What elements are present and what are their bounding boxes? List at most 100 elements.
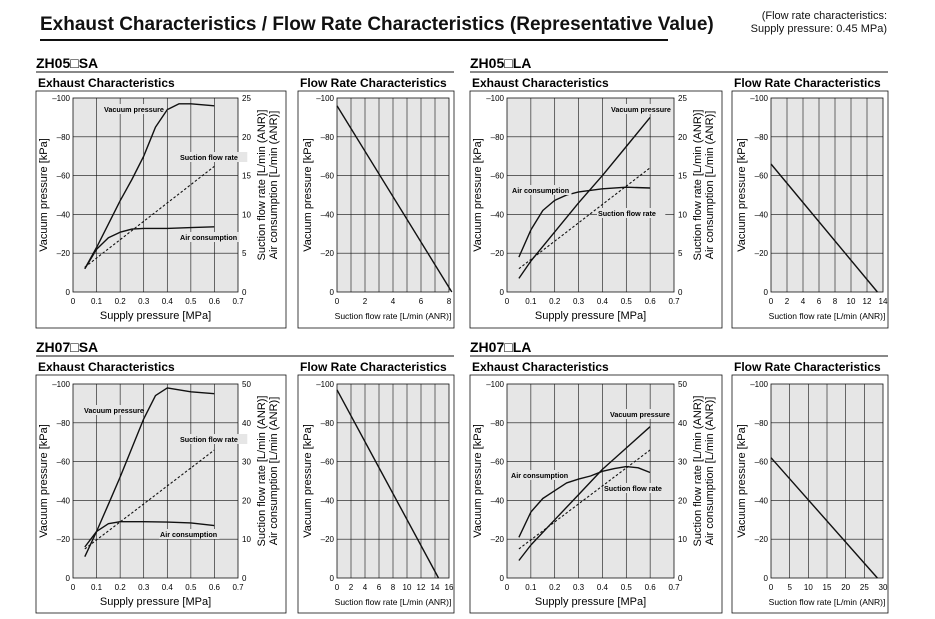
series-line-air-consumption — [84, 449, 215, 550]
y-tick-label: 0 — [66, 574, 71, 583]
y2-axis-label: Suction flow rate [L/min (ANR)] — [692, 396, 704, 547]
y2-tick-label: 25 — [242, 94, 251, 103]
x-tick-label: 10 — [804, 583, 813, 592]
series-line-suction-flow-rate — [84, 226, 215, 270]
y2-tick-label: 40 — [678, 419, 687, 428]
x-axis-label: Supply pressure [MPa] — [100, 596, 211, 608]
y-tick-label: –60 — [57, 172, 71, 181]
x-tick-label: 25 — [860, 583, 869, 592]
x-tick-label: 6 — [419, 297, 424, 306]
x-axis-label: Supply pressure [MPa] — [535, 310, 646, 322]
y2-axis-label: Air consumption [L/min (ANR)] — [704, 397, 716, 546]
x-tick-label: 0.3 — [573, 583, 585, 592]
x-tick-label: 8 — [833, 297, 838, 306]
model-label-zh05la: ZH05□LA — [470, 55, 531, 71]
series-line-vacuum-pressure — [84, 103, 215, 270]
x-tick-label: 0.6 — [645, 297, 657, 306]
y2-axis-label: Air consumption [L/min (ANR)] — [268, 111, 280, 260]
flow-frame-zh07sa — [297, 374, 455, 614]
x-tick-label: 0.5 — [185, 297, 197, 306]
series-line-air-consumption — [518, 167, 651, 270]
y2-tick-label: 15 — [678, 172, 687, 181]
series-label: Vacuum pressure — [104, 105, 164, 114]
series-label-bg — [159, 529, 220, 539]
y-tick-label: –80 — [321, 133, 335, 142]
series-label-bg — [103, 104, 164, 114]
series-label: Suction flow rate — [598, 209, 656, 218]
flow-rate-note: (Flow rate characteristics: Supply press… — [751, 10, 887, 36]
x-tick-label: 8 — [447, 297, 452, 306]
x-tick-label: 10 — [403, 583, 412, 592]
series-label-bg — [179, 434, 248, 444]
x-tick-label: 0.5 — [621, 297, 633, 306]
x-tick-label: 0.1 — [91, 297, 103, 306]
y2-axis-label: Suction flow rate [L/min (ANR)] — [692, 110, 704, 261]
y-tick-label: –40 — [57, 496, 71, 505]
y2-tick-label: 0 — [678, 288, 683, 297]
y2-tick-label: 0 — [242, 288, 247, 297]
chart-zh05la-flow: 0 2 4 6 8 10 12 14 0 –20 –40 –60 –80 –100 Suction flow… — [736, 94, 888, 321]
x-tick-label: 4 — [801, 297, 806, 306]
x-tick-label: 0 — [335, 297, 340, 306]
x-tick-label: 0.2 — [549, 583, 561, 592]
chart-zh07la-exhaust: 0 0.1 0.2 0.3 0.4 0.5 0.6 0.70–20–40–60–80–1000… — [472, 380, 716, 608]
y2-tick-label: 0 — [678, 574, 683, 583]
y-tick-label: –80 — [491, 133, 505, 142]
exhaust-frame-zh05sa — [35, 90, 287, 329]
y2-tick-label: 10 — [678, 210, 687, 219]
x-tick-label: 0.3 — [138, 297, 150, 306]
y-tick-label: –100 — [750, 94, 768, 103]
chart-zh07la-flow: 0 5 10 15 20 25 30 0 –20 –40 –60 –80 –100 Suction flo… — [736, 380, 888, 607]
y-tick-label: –60 — [321, 458, 335, 467]
y-tick-label: 0 — [66, 288, 71, 297]
y2-axis-label: Air consumption [L/min (ANR)] — [704, 111, 716, 260]
y2-tick-label: 40 — [242, 419, 251, 428]
y2-axis-label: Suction flow rate [L/min (ANR)] — [256, 396, 268, 547]
x-tick-label: 8 — [391, 583, 396, 592]
y2-tick-label: 20 — [242, 496, 251, 505]
y2-tick-label: 50 — [242, 380, 251, 389]
y2-tick-label: 5 — [242, 249, 247, 258]
y-tick-label: –20 — [57, 535, 71, 544]
x-tick-label: 0 — [71, 583, 76, 592]
x-tick-label: 0 — [769, 297, 774, 306]
x-tick-label: 5 — [787, 583, 792, 592]
x-tick-label: 0.6 — [209, 583, 221, 592]
x-tick-label: 0.1 — [525, 583, 537, 592]
series-line — [336, 105, 453, 293]
y-axis-label: Vacuum pressure [kPa] — [472, 424, 484, 538]
y2-tick-label: 10 — [242, 210, 251, 219]
x-axis-label: Supply pressure [MPa] — [535, 596, 646, 608]
y-axis-label: Vacuum pressure [kPa] — [38, 424, 50, 538]
x-tick-label: 14 — [431, 583, 440, 592]
y-tick-label: –40 — [755, 210, 769, 219]
y-tick-label: 0 — [330, 574, 335, 583]
y-tick-label: –80 — [321, 419, 335, 428]
y-axis-label: Vacuum pressure [kPa] — [736, 424, 748, 538]
x-tick-label: 6 — [817, 297, 822, 306]
series-label-bg — [510, 470, 571, 480]
y-tick-label: –80 — [755, 133, 769, 142]
y-tick-label: –80 — [57, 133, 71, 142]
x-tick-label: 0.4 — [597, 297, 609, 306]
series-label: Suction flow rate — [180, 153, 238, 162]
y-tick-label: –100 — [486, 94, 504, 103]
x-tick-label: 0.2 — [549, 297, 561, 306]
y-tick-label: –60 — [491, 458, 505, 467]
x-tick-label: 0.4 — [162, 583, 174, 592]
series-label-bg — [511, 185, 572, 195]
y-axis-label: Vacuum pressure [kPa] — [736, 138, 748, 252]
y-tick-label: 0 — [764, 288, 769, 297]
y2-tick-label: 5 — [678, 249, 683, 258]
series-label: Vacuum pressure — [84, 406, 144, 415]
model-label-zh07la: ZH07□LA — [470, 339, 531, 355]
x-axis-label: Suction flow rate [L/min (ANR)] — [335, 311, 452, 321]
y-tick-label: –60 — [321, 172, 335, 181]
chart-zh07sa-exhaust: 0 0.1 0.2 0.3 0.4 0.5 0.6 0.70–20–40–60–80–1000… — [38, 380, 280, 608]
flow-heading-zh05la: Flow Rate Characteristics — [734, 76, 881, 90]
x-tick-label: 0.3 — [138, 583, 150, 592]
x-tick-label: 0.1 — [525, 297, 537, 306]
flow-heading-zh07la: Flow Rate Characteristics — [734, 360, 881, 374]
y-tick-label: 0 — [500, 288, 505, 297]
